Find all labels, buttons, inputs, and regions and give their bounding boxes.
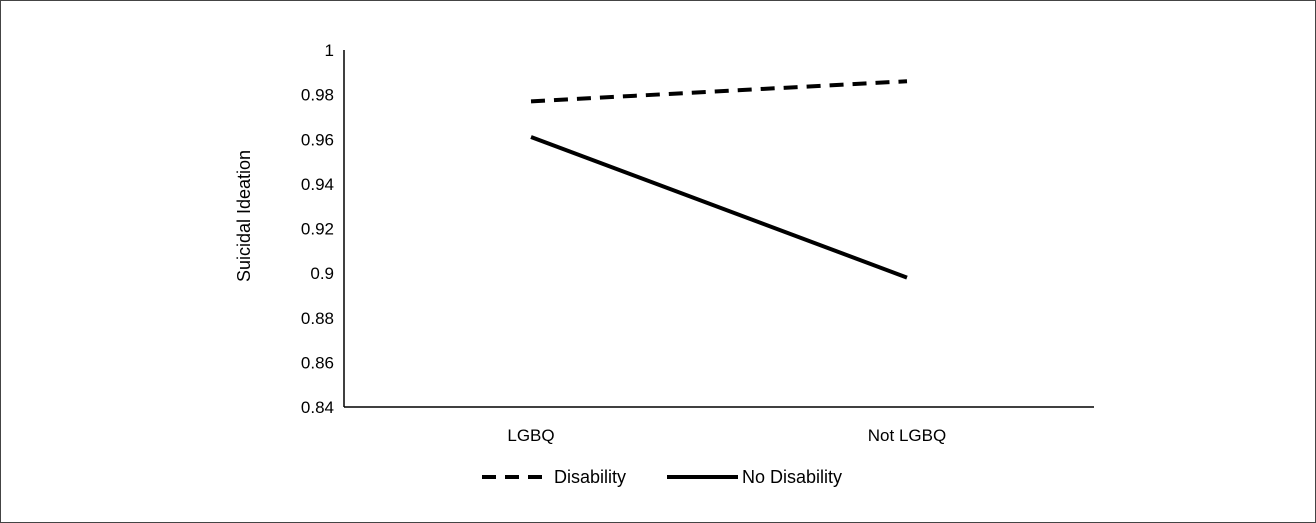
series-lines xyxy=(530,79,908,280)
y-tick-label: 0.9 xyxy=(310,264,334,283)
y-axis-title-group: Suicidal Ideation xyxy=(234,150,254,282)
y-tick-labels: 0.84 0.86 0.88 0.9 0.92 0.94 0.96 0.98 1 xyxy=(301,41,334,417)
y-tick-label: 0.98 xyxy=(301,86,334,105)
y-tick-label: 0.92 xyxy=(301,220,334,239)
series-line-disability xyxy=(530,79,908,104)
y-tick-label: 0.96 xyxy=(301,130,334,149)
y-tick-label: 0.94 xyxy=(301,175,334,194)
legend: Disability No Disability xyxy=(482,467,842,487)
y-axis-title: Suicidal Ideation xyxy=(234,150,254,282)
series-line-no-disability xyxy=(530,135,908,280)
legend-label: Disability xyxy=(554,467,626,487)
x-tick-label: Not LGBQ xyxy=(868,426,946,445)
x-tick-labels: LGBQ Not LGBQ xyxy=(507,426,946,445)
x-tick-label: LGBQ xyxy=(507,426,554,445)
y-tick-label: 1 xyxy=(325,41,334,60)
y-tick-label: 0.88 xyxy=(301,309,334,328)
y-tick-label: 0.84 xyxy=(301,398,334,417)
y-tick-label: 0.86 xyxy=(301,353,334,372)
legend-label: No Disability xyxy=(742,467,842,487)
